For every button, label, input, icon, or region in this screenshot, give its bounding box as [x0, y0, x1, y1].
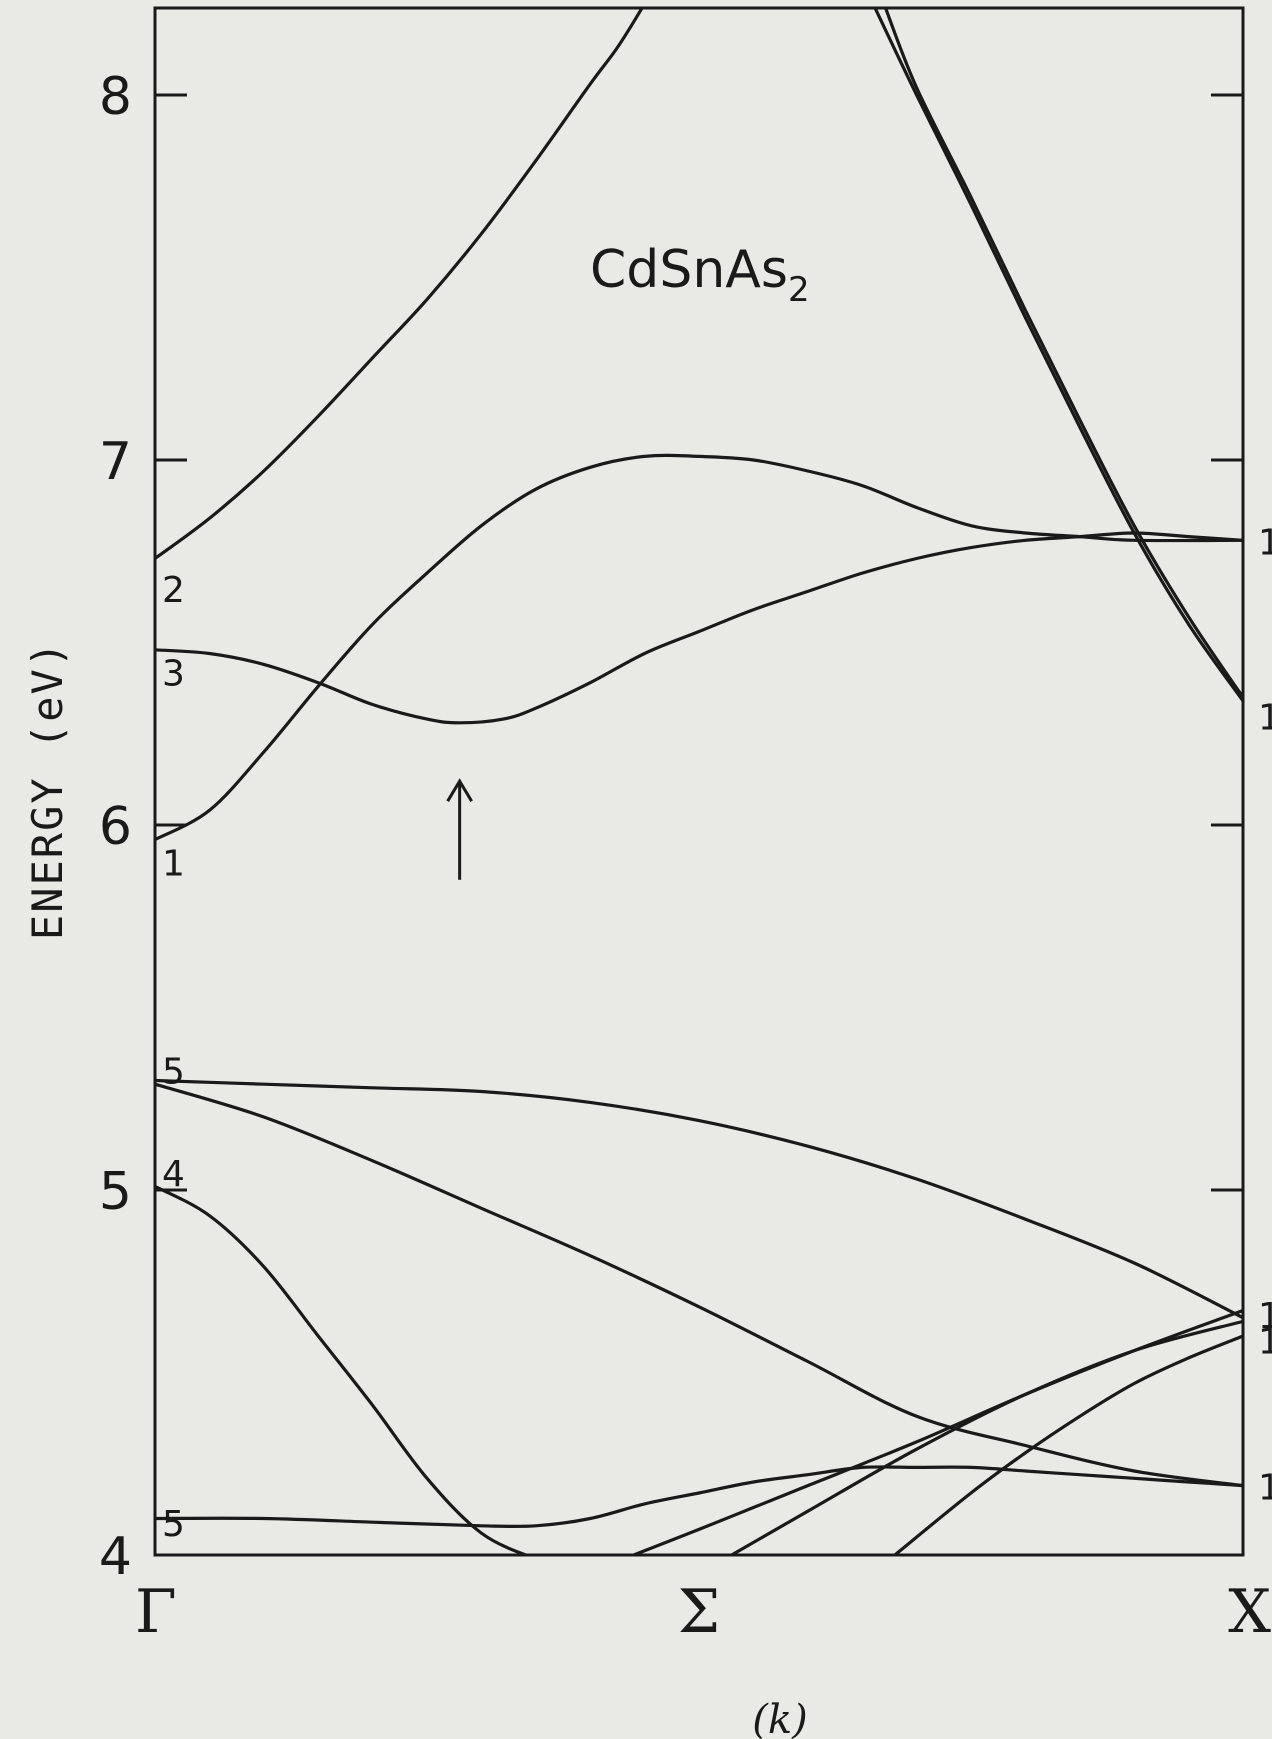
y-tick-label: 4	[99, 1527, 132, 1587]
y-tick-label: 6	[99, 797, 132, 857]
right-band-label: 1	[1258, 1468, 1272, 1509]
band-line-5	[155, 531, 1243, 725]
right-band-label: 1	[1258, 698, 1272, 739]
k-point-label: Γ	[135, 1577, 177, 1647]
band-label: 5	[162, 1504, 185, 1545]
band-label: 3	[162, 654, 185, 695]
x-axis-label: (k)	[752, 1697, 807, 1739]
band-line-4	[155, 453, 1243, 842]
y-tick-label: 7	[99, 432, 132, 492]
y-tick-label: 5	[99, 1162, 132, 1222]
band-line-9	[155, 1465, 1243, 1529]
band-line-2	[873, 8, 1243, 703]
band-line-12	[893, 1334, 1243, 1555]
y-tick-label: 8	[99, 67, 132, 127]
band-line-3	[883, 8, 1243, 699]
band-line-6	[155, 1078, 1243, 1320]
arrow-head	[446, 778, 473, 802]
bands-layer	[155, 8, 1243, 1555]
band-label: 2	[162, 570, 185, 611]
right-band-label: 1	[1258, 522, 1272, 563]
band-label: 4	[162, 1154, 185, 1195]
right-band-label: 1	[1258, 1322, 1272, 1363]
right-band-label: 1	[1258, 1296, 1272, 1337]
band-line-7	[155, 1082, 1243, 1488]
k-point-label: Σ	[678, 1577, 720, 1647]
chart-title: CdSnAs2	[590, 240, 810, 310]
band-label: 5	[162, 1052, 185, 1093]
k-point-label: X	[1228, 1577, 1271, 1647]
plot-frame	[153, 6, 1245, 1557]
band-line-8	[155, 1184, 531, 1555]
band-line-1	[155, 8, 644, 561]
y-axis-label: ENERGY (eV)	[23, 640, 72, 940]
band-line-11	[730, 1319, 1243, 1555]
band-label: 1	[162, 844, 185, 885]
